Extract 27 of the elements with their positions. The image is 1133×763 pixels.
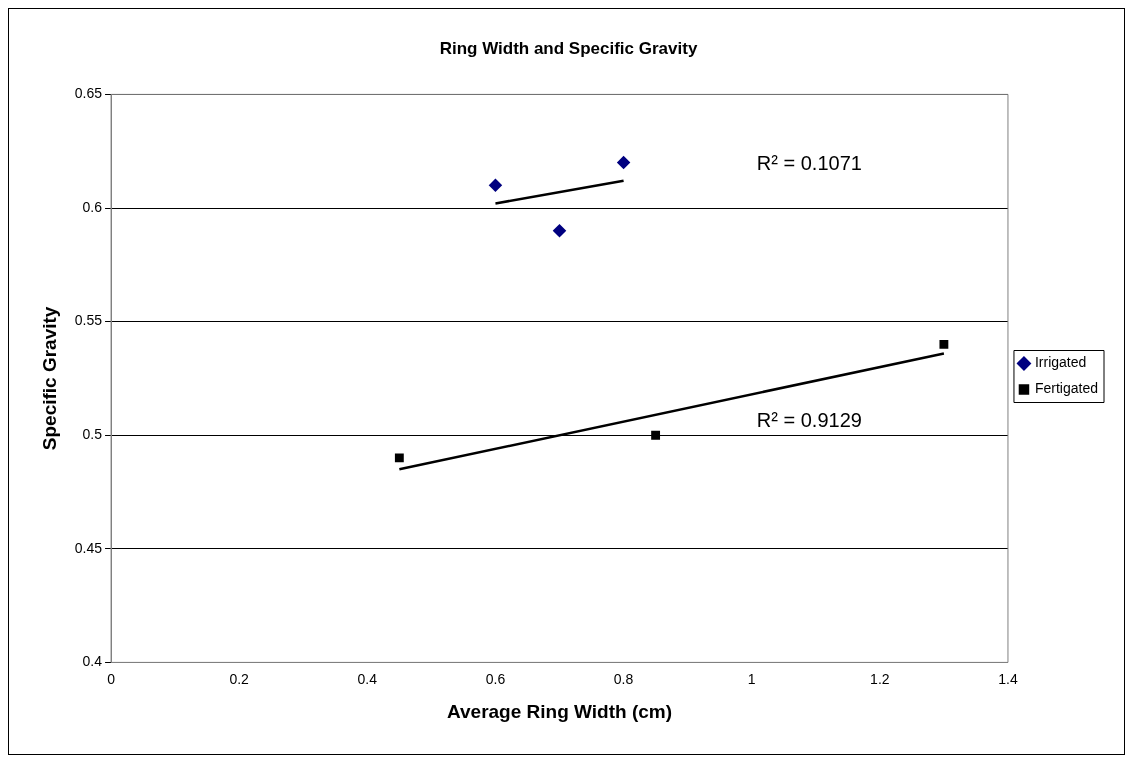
x-tick-label: 0.6 — [485, 670, 506, 687]
x-tick-label: 0.2 — [229, 670, 250, 687]
y-tick-label: 0.6 — [82, 198, 103, 215]
x-tick-label: 0 — [107, 670, 116, 687]
x-axis-title: Average Ring Width (cm) — [446, 700, 673, 722]
x-tick-label: 1 — [747, 670, 756, 687]
point — [939, 339, 949, 349]
x-tick-label: 1.4 — [998, 670, 1018, 687]
annotation: R² = 0.9129 — [756, 408, 862, 431]
y-tick-label: 0.5 — [82, 426, 103, 443]
legend-label: Irrigated — [1034, 354, 1087, 371]
y-axis-title: Specific Gravity — [38, 306, 60, 451]
point — [651, 430, 661, 440]
point — [394, 453, 404, 463]
x-tick-label: 1.2 — [870, 670, 890, 687]
x-tick-label: 0.8 — [613, 670, 634, 687]
legend-label: Fertigated — [1034, 380, 1099, 397]
y-tick-label: 0.55 — [74, 312, 103, 329]
point — [617, 156, 630, 169]
annotation: R² = 0.1071 — [756, 151, 862, 174]
chart-title: Ring Width and Specific Gravity — [439, 38, 698, 58]
point — [489, 179, 502, 192]
y-tick-label: 0.45 — [74, 539, 103, 556]
y-tick-label: 0.4 — [82, 653, 103, 670]
y-tick-label: 0.65 — [74, 85, 103, 102]
point — [553, 224, 566, 237]
x-tick-label: 0.4 — [357, 670, 378, 687]
